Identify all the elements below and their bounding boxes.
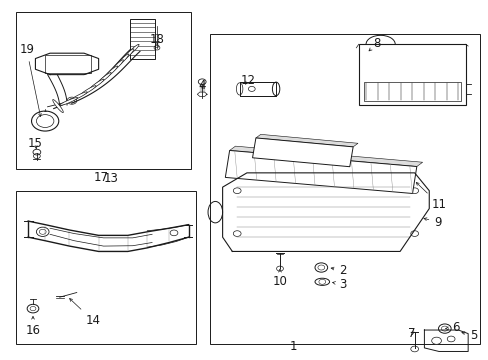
Text: 6: 6 — [445, 321, 458, 334]
Text: 15: 15 — [28, 137, 43, 150]
Text: 14: 14 — [69, 298, 100, 327]
Polygon shape — [229, 146, 422, 167]
Bar — [358, 44, 465, 105]
Text: 1: 1 — [289, 339, 296, 352]
Ellipse shape — [122, 49, 134, 61]
Polygon shape — [225, 150, 416, 193]
Ellipse shape — [111, 60, 123, 72]
Ellipse shape — [80, 86, 96, 95]
Ellipse shape — [70, 92, 87, 101]
Ellipse shape — [117, 54, 128, 66]
Text: 16: 16 — [25, 316, 41, 337]
Text: 2: 2 — [330, 264, 346, 276]
Text: 7: 7 — [407, 327, 414, 340]
Text: 10: 10 — [272, 269, 287, 288]
Bar — [239, 82, 276, 96]
Polygon shape — [255, 134, 357, 147]
Text: 11: 11 — [415, 183, 446, 211]
Text: 19: 19 — [19, 43, 41, 117]
Text: 13: 13 — [103, 172, 118, 185]
Circle shape — [431, 337, 441, 344]
Text: 3: 3 — [332, 278, 346, 291]
Ellipse shape — [53, 99, 63, 113]
Circle shape — [447, 336, 454, 342]
Text: 12: 12 — [240, 74, 255, 87]
Bar — [16, 191, 196, 344]
Ellipse shape — [126, 44, 139, 56]
Text: 5: 5 — [461, 329, 476, 342]
Text: 18: 18 — [149, 33, 164, 46]
Text: 4: 4 — [198, 79, 205, 92]
Circle shape — [170, 230, 178, 236]
Ellipse shape — [89, 79, 104, 90]
Bar — [45, 55, 91, 73]
Bar — [210, 33, 479, 344]
Bar — [363, 82, 460, 102]
Ellipse shape — [104, 66, 118, 78]
Ellipse shape — [60, 98, 78, 105]
Text: 17: 17 — [93, 171, 108, 184]
Bar — [130, 19, 154, 59]
Bar — [16, 12, 191, 169]
Circle shape — [36, 227, 49, 237]
Text: 8: 8 — [368, 37, 380, 51]
Polygon shape — [252, 138, 352, 167]
Ellipse shape — [97, 72, 111, 84]
Text: 9: 9 — [423, 216, 441, 229]
